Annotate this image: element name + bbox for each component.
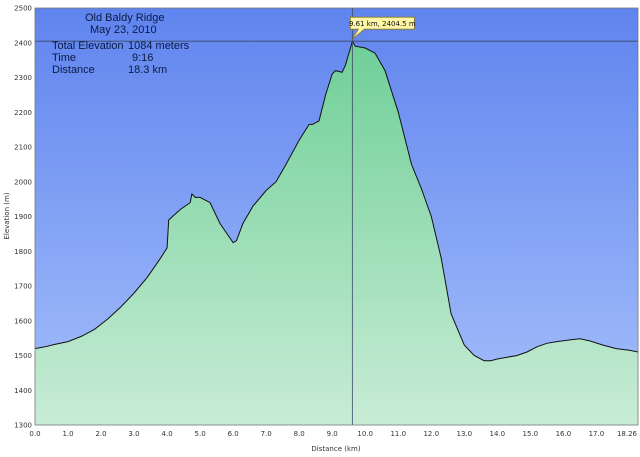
y-tick-label: 2300 [14, 74, 32, 82]
y-tick-label: 2500 [14, 5, 32, 13]
x-tick-label: 15.0 [523, 430, 539, 438]
y-axis-ticks: 1300 1400 1500 1600 1700 1800 1900 2000 2100 2200… [14, 5, 32, 430]
chart-date: May 23, 2010 [90, 24, 157, 36]
x-tick-label: 8.0 [294, 430, 305, 438]
x-tick-label: 16.0 [556, 430, 572, 438]
y-tick-label: 1800 [14, 248, 32, 256]
y-tick-label: 1500 [14, 352, 32, 360]
y-tick-label: 1900 [14, 213, 32, 221]
x-axis-title: Distance (km) [311, 445, 360, 453]
x-tick-label: 9.0 [327, 430, 338, 438]
y-axis-title: Elevation (m) [3, 192, 11, 239]
y-tick-label: 1400 [14, 387, 32, 395]
x-tick-label: 5.0 [195, 430, 206, 438]
x-tick-label: 14.0 [490, 430, 506, 438]
stat-label-distance: Distance [52, 64, 95, 76]
x-tick-label: 6.0 [228, 430, 239, 438]
stat-label-total-elevation: Total Elevation [52, 40, 124, 52]
callout-bubble [349, 16, 415, 40]
y-tick-label: 2400 [14, 39, 32, 47]
callout-text: 9.61 km, 2404.5 m [349, 20, 416, 28]
y-tick-label: 1600 [14, 317, 32, 325]
x-tick-label: 17.0 [589, 430, 605, 438]
stat-value-time: 9:16 [132, 52, 153, 64]
y-tick-label: 2000 [14, 178, 32, 186]
x-tick-label: 7.0 [261, 430, 272, 438]
x-tick-label: 18.26 [617, 430, 638, 438]
peak-callout: 9.61 km, 2404.5 m [349, 16, 416, 40]
y-tick-label: 2200 [14, 109, 32, 117]
x-tick-label: 1.0 [62, 430, 73, 438]
x-tick-label: 2.0 [95, 430, 106, 438]
x-tick-label: 11.0 [390, 430, 406, 438]
plot-frame [34, 7, 639, 426]
x-axis-ticks: 0.0 1.0 2.0 3.0 4.0 5.0 6.0 7.0 8.0 9.0 10.0 11.0 12… [29, 430, 637, 438]
x-tick-label: 0.0 [29, 430, 40, 438]
chart-title: Old Baldy Ridge [85, 12, 165, 24]
y-tick-label: 2100 [14, 144, 32, 152]
x-tick-label: 13.0 [457, 430, 473, 438]
stat-label-time: Time [52, 52, 76, 64]
elevation-line[interactable] [34, 40, 639, 362]
stat-value-total-elevation: 1084 meters [128, 40, 190, 52]
stat-value-distance: 18.3 km [128, 64, 167, 76]
x-tick-label: 10.0 [357, 430, 373, 438]
x-tick-label: 3.0 [128, 430, 139, 438]
elevation-area[interactable] [35, 41, 638, 426]
x-tick-label: 4.0 [162, 430, 173, 438]
y-tick-label: 1700 [14, 283, 32, 291]
x-tick-label: 12.0 [423, 430, 439, 438]
y-tick-label: 1300 [14, 422, 32, 430]
